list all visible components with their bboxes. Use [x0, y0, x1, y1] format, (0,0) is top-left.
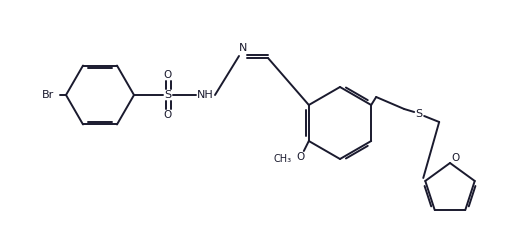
Text: NH: NH	[197, 90, 213, 100]
Text: O: O	[164, 70, 172, 80]
Text: O: O	[452, 153, 460, 163]
Text: S: S	[164, 90, 171, 100]
Text: S: S	[415, 109, 423, 119]
Text: Br: Br	[42, 90, 54, 100]
Text: O: O	[297, 152, 305, 162]
Text: N: N	[239, 43, 247, 53]
Text: CH₃: CH₃	[274, 154, 292, 164]
Text: O: O	[164, 110, 172, 120]
